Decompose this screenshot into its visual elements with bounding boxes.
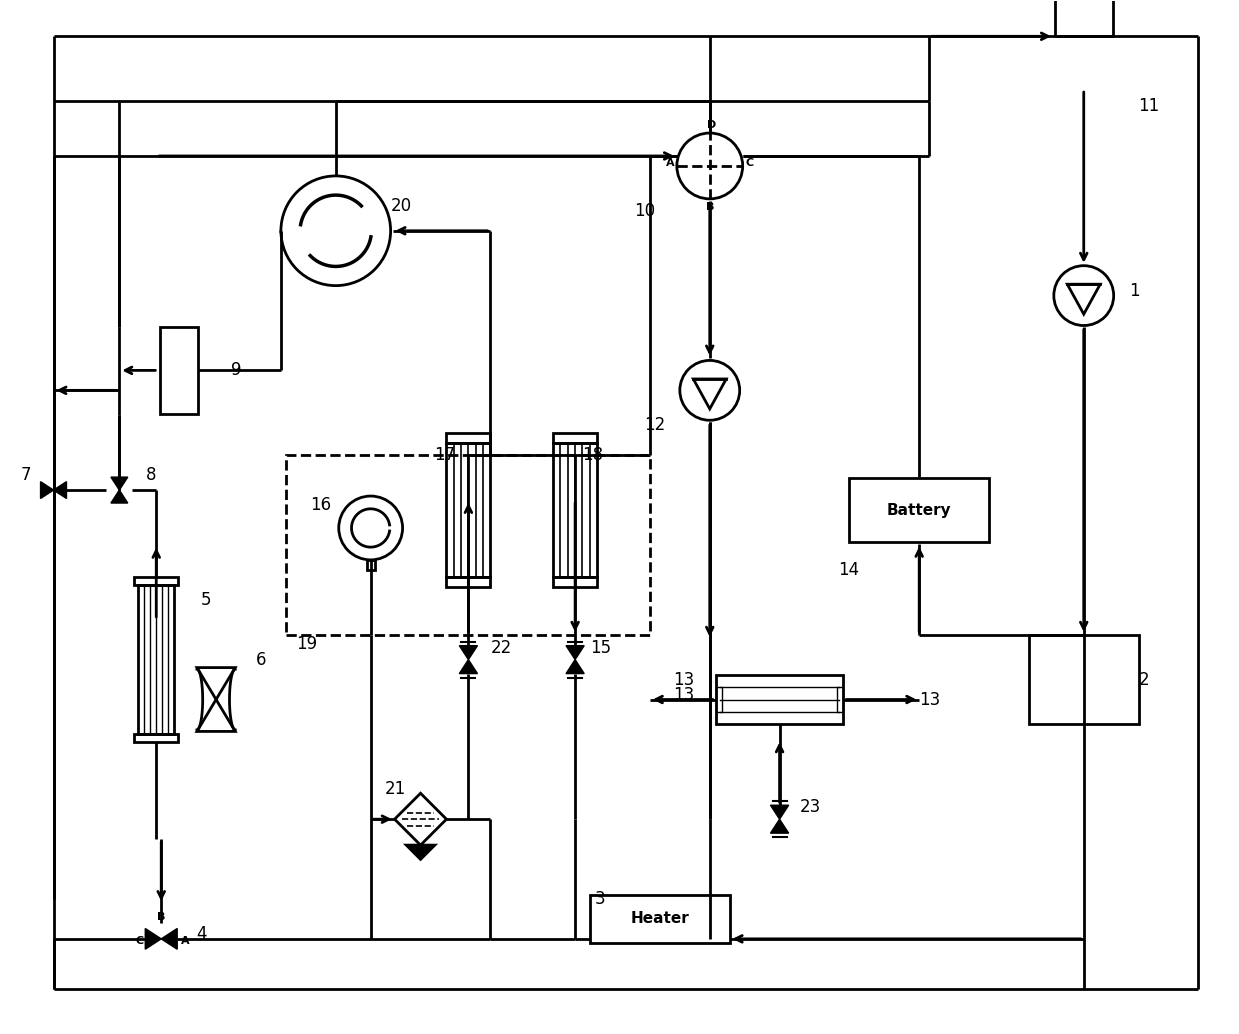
Text: 13: 13	[919, 691, 940, 708]
Text: 10: 10	[634, 202, 655, 220]
Text: B: B	[157, 912, 166, 922]
Bar	[134, 577, 178, 585]
Polygon shape	[771, 805, 789, 819]
Bar	[1028, 635, 1139, 725]
Bar	[850, 478, 989, 543]
Bar	[134, 734, 178, 741]
Polygon shape	[460, 645, 477, 660]
Bar	[446, 577, 491, 587]
Bar	[1054, 0, 1113, 36]
Text: 12: 12	[644, 417, 665, 434]
Polygon shape	[460, 660, 477, 673]
Text: 2: 2	[1139, 671, 1150, 689]
Polygon shape	[566, 660, 585, 673]
Text: 13: 13	[674, 671, 695, 689]
Bar	[553, 432, 597, 443]
Text: 23: 23	[799, 798, 820, 816]
Text: 14: 14	[839, 560, 860, 579]
Text: Battery: Battery	[887, 503, 952, 518]
Bar	[367, 559, 374, 570]
Text: 13: 13	[674, 686, 695, 703]
Polygon shape	[771, 819, 789, 833]
Polygon shape	[112, 477, 128, 490]
Polygon shape	[145, 929, 161, 949]
Text: 6: 6	[256, 650, 266, 669]
Text: A: A	[665, 158, 674, 168]
Text: 16: 16	[310, 496, 331, 514]
Polygon shape	[112, 490, 128, 503]
Text: Heater: Heater	[631, 911, 689, 926]
Bar	[716, 687, 722, 712]
Polygon shape	[406, 845, 435, 859]
Bar	[446, 443, 491, 577]
Text: 5: 5	[201, 590, 212, 609]
Text: 18: 18	[582, 446, 603, 464]
Text: 7: 7	[21, 466, 31, 484]
Text: C: C	[746, 158, 753, 168]
Bar	[286, 455, 650, 635]
Polygon shape	[53, 482, 67, 498]
Text: 15: 15	[590, 639, 611, 657]
Text: 20: 20	[390, 196, 411, 215]
Text: 22: 22	[491, 639, 512, 657]
Bar	[446, 432, 491, 443]
Bar	[553, 577, 597, 587]
Bar	[553, 443, 597, 577]
Text: 1: 1	[1129, 281, 1139, 300]
Text: 21: 21	[384, 781, 405, 798]
Text: 17: 17	[435, 446, 456, 464]
Text: 9: 9	[230, 362, 242, 379]
Text: D: D	[707, 120, 716, 130]
Text: C: C	[135, 936, 144, 946]
Text: B: B	[705, 202, 714, 212]
Text: 3: 3	[595, 890, 605, 908]
Text: 4: 4	[196, 924, 207, 943]
Bar	[139, 585, 175, 734]
Polygon shape	[41, 482, 53, 498]
Bar	[838, 687, 844, 712]
Text: A: A	[181, 936, 190, 946]
Bar	[590, 895, 730, 943]
Polygon shape	[566, 645, 585, 660]
Polygon shape	[161, 929, 177, 949]
Text: 19: 19	[296, 635, 317, 652]
Text: 8: 8	[146, 466, 157, 484]
Text: 11: 11	[1139, 97, 1160, 115]
Bar	[716, 674, 844, 725]
Bar	[160, 327, 198, 415]
